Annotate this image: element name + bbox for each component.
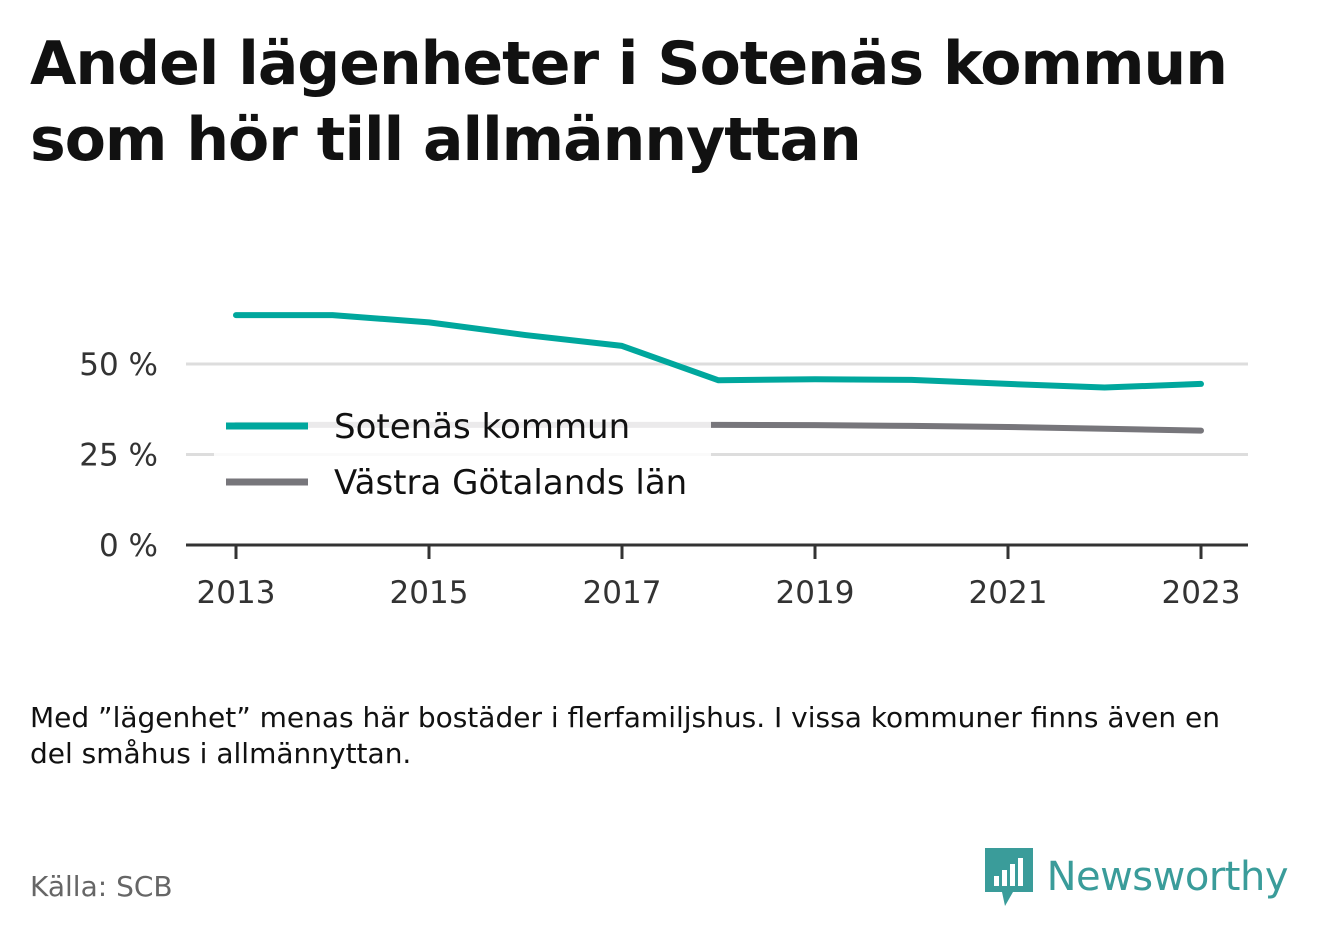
legend-label: Sotenäs kommun xyxy=(334,407,630,447)
x-tick-label: 2021 xyxy=(969,575,1048,611)
legend-background xyxy=(214,395,711,515)
brand-name: Newsworthy xyxy=(1046,854,1289,900)
source-credit: Källa: SCB xyxy=(30,870,173,903)
x-tick-label: 2017 xyxy=(583,575,662,611)
x-tick-label: 2015 xyxy=(390,575,469,611)
chart-title: Andel lägenheter i Sotenäs kommun som hö… xyxy=(30,29,1228,175)
y-tick-label: 25 % xyxy=(79,438,158,474)
legend-label: Västra Götalands län xyxy=(334,463,687,503)
y-tick-label: 50 % xyxy=(79,347,158,383)
newsworthy-logo-icon xyxy=(984,848,1033,906)
brand-logo[interactable]: Newsworthy xyxy=(984,848,1289,906)
x-tick-label: 2019 xyxy=(776,575,855,611)
y-tick-label: 0 % xyxy=(99,528,158,564)
chart-note: Med ”lägenhet” menas här bostäder i fler… xyxy=(30,701,1220,770)
series-line-1 xyxy=(233,312,1204,391)
legend: Sotenäs kommun Västra Götalands län xyxy=(214,395,711,515)
x-tick-label: 2023 xyxy=(1162,575,1241,611)
x-tick-label: 2013 xyxy=(197,575,276,611)
axes: 0 % 25 % 50 % 2013 2015 2017 2019 2021 2023 xyxy=(79,347,1248,611)
